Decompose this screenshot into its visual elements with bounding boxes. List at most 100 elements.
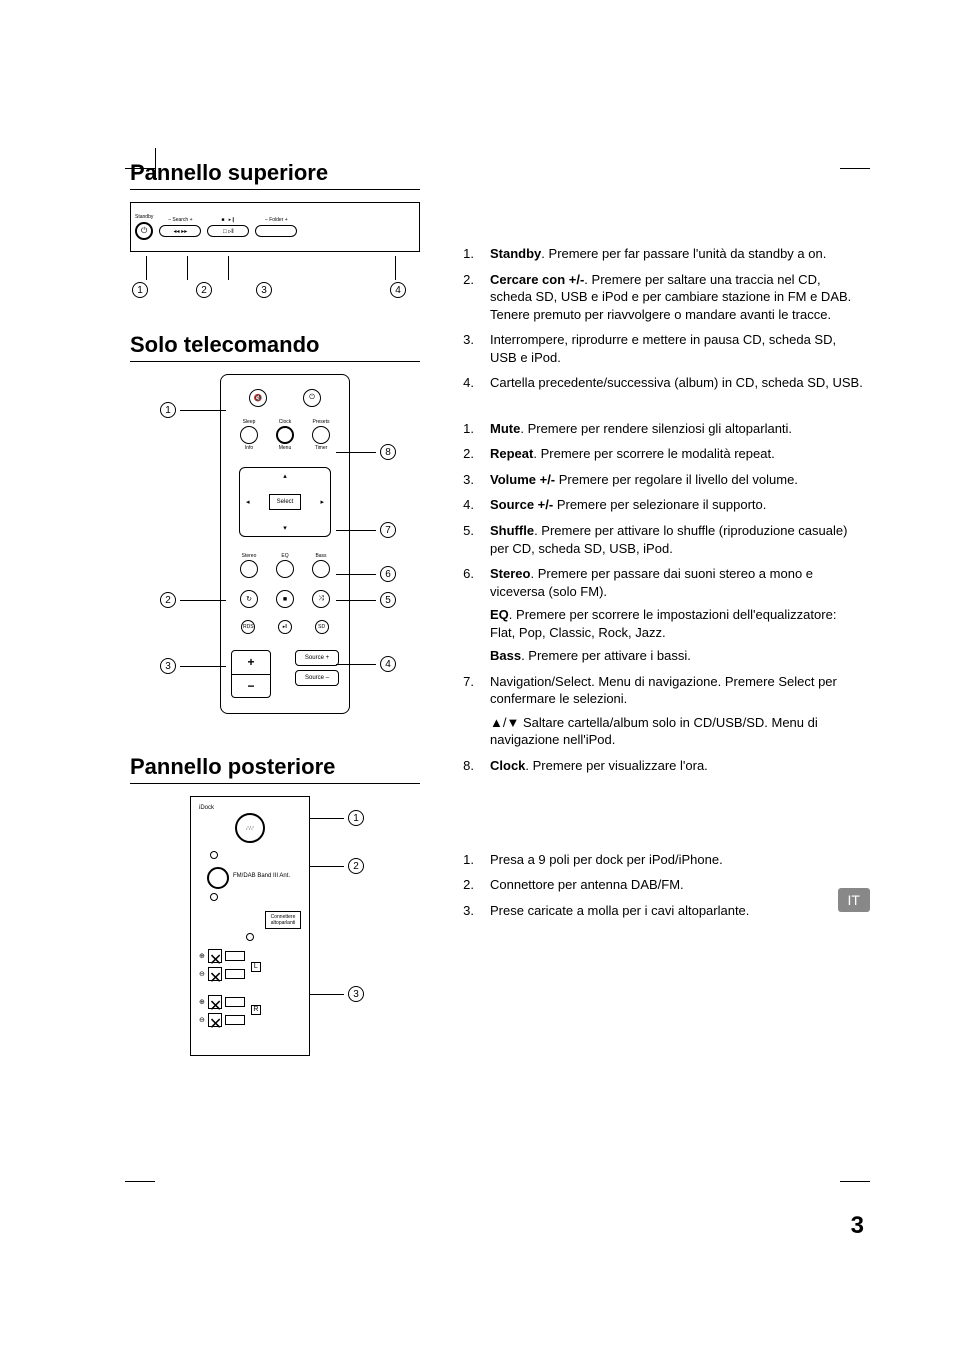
language-tab: IT [838, 888, 870, 912]
up-arrow-icon: ▴ [283, 472, 287, 480]
list-number: 7. [460, 673, 474, 749]
repeat-icon: ↻ [240, 590, 258, 608]
plus-icon: ⊕ [199, 952, 205, 960]
right-arrow-icon: ▸ [320, 498, 324, 506]
crop-mark [155, 148, 156, 178]
list-number: 3. [460, 902, 474, 920]
list-number: 1. [460, 245, 474, 263]
leader-line [310, 866, 344, 867]
top-panel-list: 1. Standby. Premere per far passare l'uni… [460, 245, 864, 392]
list-text: Presa a 9 poli per dock per iPod/iPhone. [490, 851, 864, 869]
heading-remote: Solo telecomando [130, 332, 420, 362]
top-panel-diagram: Standby ⏻ – Search + ◂◂ ▸▸ ■ ▸❙ □ ▹‖ – F… [130, 202, 420, 298]
callout-r6: 6 [380, 566, 396, 582]
list-item: 4.Cartella precedente/successiva (album)… [460, 374, 864, 392]
crop-mark [840, 1181, 870, 1182]
presets-button [312, 426, 330, 444]
volume-rocker: + − [231, 650, 271, 698]
list-number: 2. [460, 445, 474, 463]
list-text: Clock. Premere per visualizzare l'ora. [490, 757, 864, 775]
bass-button [312, 560, 330, 578]
list-text: Source +/- Premere per selezionare il su… [490, 496, 864, 514]
speaker-terminal: ✕ [208, 995, 222, 1009]
rear-panel-diagram: iDock ∴∵ FM/DAB Band III Ant. Connettere… [190, 796, 420, 1066]
list-text: Navigation/Select. Menu di navigazione. … [490, 673, 864, 749]
list-item: 7.Navigation/Select. Menu di navigazione… [460, 673, 864, 749]
crop-mark [125, 168, 155, 169]
list-number: 1. [460, 851, 474, 869]
L-label: L [251, 962, 261, 972]
list-item: 3.Interrompere, riprodurre e mettere in … [460, 331, 864, 366]
presets-label: Presets [313, 419, 330, 425]
callout-3: 3 [256, 282, 272, 298]
callout-r4: 4 [380, 656, 396, 672]
minus-icon: ⊖ [199, 970, 205, 978]
callout-4: 4 [390, 282, 406, 298]
crop-mark [125, 1181, 155, 1182]
callout-2: 2 [196, 282, 212, 298]
list-text: Connettore per antenna DAB/FM. [490, 876, 864, 894]
antenna-label: FM/DAB Band III Ant. [233, 873, 290, 880]
callout-r1: 1 [160, 402, 176, 418]
list-number: 8. [460, 757, 474, 775]
clock-button [276, 426, 294, 444]
list-bold: Repeat [490, 446, 533, 461]
clock-label: Clock [279, 419, 292, 425]
list-item: 1. Presa a 9 poli per dock per iPod/iPhon… [460, 851, 864, 869]
list-bold: Source +/- [490, 497, 553, 512]
list-item: 2.Cercare con +/-. Premere per saltare u… [460, 271, 864, 324]
list-number: 5. [460, 522, 474, 557]
list-text: Standby. Premere per far passare l'unità… [490, 245, 864, 263]
folder-buttons [255, 225, 297, 237]
sleep-label: Sleep [243, 419, 256, 425]
speaker-grip [225, 997, 245, 1007]
eq-button [276, 560, 294, 578]
list-sub: ▲/▼ Saltare cartella/album solo in CD/US… [490, 714, 864, 749]
list-item: 3.Volume +/- Premere per regolare il liv… [460, 471, 864, 489]
list-text: Mute. Premere per rendere silenziosi gli… [490, 420, 864, 438]
leader-line [187, 256, 188, 280]
list-sub: Bass. Premere per attivare i bassi. [490, 647, 864, 665]
standby-label: Standby [135, 214, 153, 220]
list-number: 2. [460, 271, 474, 324]
remote-list: 1.Mute. Premere per rendere silenziosi g… [460, 420, 864, 775]
list-item: 5. Shuffle. Premere per attivare lo shuff… [460, 522, 864, 557]
callout-r5: 5 [380, 592, 396, 608]
playpause-button: ▸‖ [278, 620, 292, 634]
list-bold: Stereo [490, 566, 530, 581]
list-item: 6.Stereo. Premere per passare dai suoni … [460, 565, 864, 665]
list-text: Shuffle. Premere per attivare lo shuffle… [490, 522, 864, 557]
stereo-button [240, 560, 258, 578]
source-minus-button: Source – [295, 670, 339, 686]
list-item: 1.Mute. Premere per rendere silenziosi g… [460, 420, 864, 438]
leader-line [228, 256, 229, 280]
speaker-terminal: ✕ [208, 967, 222, 981]
mute-icon: 🔇 [249, 389, 267, 407]
list-sub: EQ. Premere per scorrere le impostazioni… [490, 606, 864, 641]
list-bold: Clock [490, 758, 525, 773]
R-label: R [251, 1005, 261, 1015]
list-text: Repeat. Premere per scorrere le modalità… [490, 445, 864, 463]
leader-line [310, 818, 344, 819]
list-number: 6. [460, 565, 474, 665]
folder-label: – Folder + [265, 217, 288, 223]
search-buttons: ◂◂ ▸▸ [159, 225, 201, 237]
speaker-grip [225, 1015, 245, 1025]
nav-pad: ▴ ▾ ◂ ▸ Select [239, 467, 331, 537]
info-label: Info [245, 445, 253, 451]
power-icon: ⏻ [303, 389, 321, 407]
heading-rear-panel: Pannello posteriore [130, 754, 420, 784]
list-text: Volume +/- Premere per regolare il livel… [490, 471, 864, 489]
list-bold: Mute [490, 421, 520, 436]
eq-label: EQ [281, 553, 288, 559]
leader-line [395, 256, 396, 280]
stop-icon: ■ [276, 590, 294, 608]
heading-top-panel: Pannello superiore [130, 160, 420, 190]
list-text: Prese caricate a molla per i cavi altopa… [490, 902, 864, 920]
down-arrow-icon: ▾ [283, 524, 287, 532]
left-arrow-icon: ◂ [246, 498, 250, 506]
leader-line [310, 994, 344, 995]
crop-mark [840, 168, 870, 169]
page-number: 3 [851, 1212, 864, 1240]
play-label: ■ ▸❙ [221, 217, 235, 223]
